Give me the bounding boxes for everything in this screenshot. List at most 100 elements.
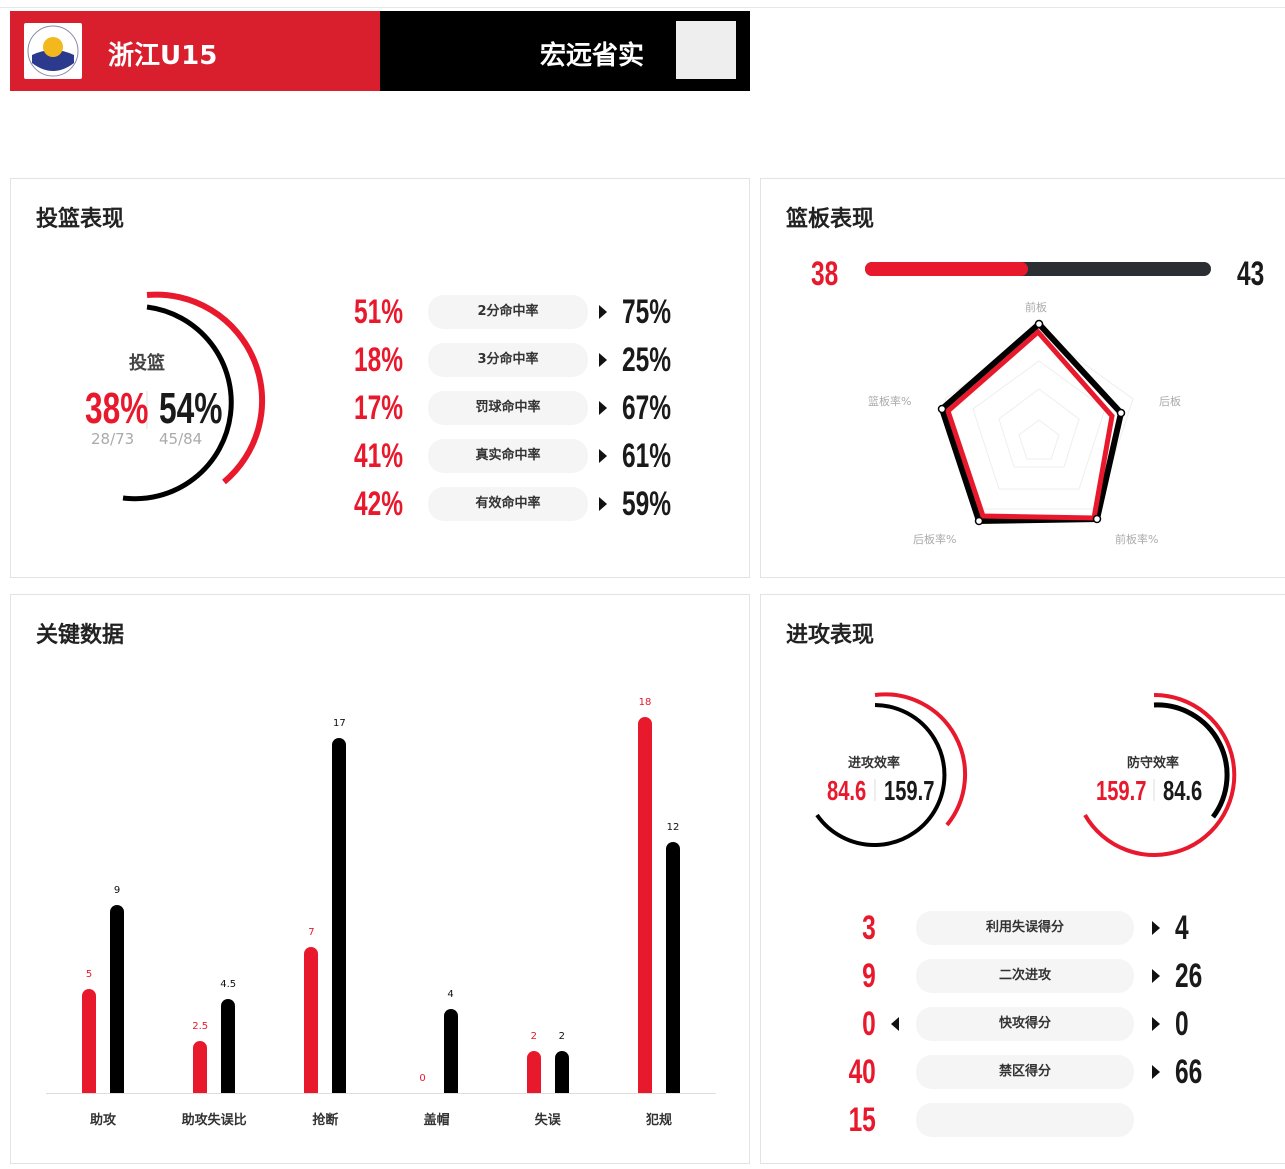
- radar-axis-label: 后板率%: [913, 533, 957, 546]
- bar-away: [221, 998, 236, 1093]
- home-fg-pct: 38%: [85, 384, 149, 433]
- arrow-right-icon: [599, 305, 607, 319]
- arrow-right-icon: [599, 401, 607, 415]
- shooting-card: 投篮表现 投篮 38% 54% 28/73 45/84 51% 2分命中率 75…: [10, 178, 750, 578]
- bar-value-label: 2: [530, 1031, 537, 1043]
- x-tick-label: 失误: [534, 1113, 561, 1128]
- home-stat: 18%: [354, 341, 404, 379]
- home-stat: 51%: [354, 293, 404, 331]
- bar-value-label: 18: [638, 696, 652, 708]
- def-eff-home: 159.7: [1096, 775, 1147, 806]
- home-stat: 42%: [354, 485, 404, 523]
- radar-axis-label: 前板率%: [1115, 533, 1159, 546]
- arrow-right-icon: [1152, 969, 1160, 983]
- offense-card: 进攻表现 进攻效率 84.6 159.7 防守效率 159.7 84.6 3 利…: [760, 594, 1285, 1164]
- home-rebounds: 38: [811, 255, 839, 293]
- bar-away: [110, 904, 124, 1093]
- away-fg-made: 45/84: [159, 430, 203, 448]
- rebound-bar: [865, 262, 1211, 276]
- home-team-panel: 浙江U15: [10, 11, 380, 91]
- arrow-right-icon: [1152, 1065, 1160, 1079]
- stat-label: 真实命中率: [428, 439, 588, 473]
- bar-value-label: 12: [666, 822, 680, 834]
- bar-value-label: 4: [447, 989, 454, 1001]
- away-fg-pct: 54%: [159, 384, 223, 433]
- bar-value-label: 17: [333, 717, 346, 729]
- bar-value-label: 0: [419, 1073, 426, 1084]
- home-team-logo: [24, 23, 82, 79]
- bar-away: [443, 1009, 458, 1093]
- bar-value-label: 2: [558, 1031, 565, 1043]
- radar-axis-label: 篮板率%: [868, 395, 912, 408]
- def-eff-label: 防守效率: [1126, 756, 1179, 771]
- bar-home: [193, 1040, 208, 1093]
- arrow-right-icon: [599, 497, 607, 511]
- stat-label: 利用失误得分: [916, 911, 1134, 945]
- stat-label: 2分命中率: [428, 295, 588, 329]
- key-stats-card: 关键数据 助攻 5 9 助攻失误比 2.5 4.5 抢断 7 17 盖帽 0 4 失误 2 2 犯规 18 12: [10, 594, 750, 1164]
- def-eff-away: 84.6: [1163, 775, 1203, 806]
- bar-home: [638, 716, 652, 1093]
- home-arc: [146, 291, 266, 485]
- bar-away: [554, 1051, 569, 1093]
- x-tick-label: 助攻: [89, 1113, 116, 1128]
- home-fg-made: 28/73: [91, 430, 135, 448]
- away-stat: 67%: [622, 389, 672, 427]
- away-stat: 26: [1175, 957, 1203, 995]
- stat-label: 禁区得分: [916, 1055, 1134, 1089]
- bar-home: [82, 988, 96, 1093]
- efficiency-rings: [815, 692, 1237, 857]
- bar-away: [666, 842, 680, 1093]
- x-tick-label: 犯规: [645, 1113, 672, 1128]
- stat-label: [916, 1103, 1134, 1137]
- bar-value-label: 5: [85, 968, 93, 980]
- radar-axis-label: 后板: [1159, 395, 1181, 408]
- home-stat: 0: [862, 1005, 876, 1043]
- home-stat: 3: [862, 909, 876, 947]
- bar-home: [304, 946, 319, 1093]
- away-stat: 59%: [622, 485, 672, 523]
- card-title: 投篮表现: [36, 207, 125, 232]
- stat-label: 有效命中率: [428, 487, 588, 521]
- home-stat: 40: [848, 1053, 876, 1091]
- away-arc: [122, 304, 234, 502]
- home-radar: [945, 328, 1115, 521]
- chart-baseline: [46, 1093, 716, 1094]
- bar-value-label: 9: [113, 884, 121, 896]
- away-rebounds: 43: [1237, 255, 1265, 293]
- arrow-left-icon: [891, 1017, 899, 1031]
- home-rebound-fill: [865, 262, 1028, 276]
- stat-label: 罚球命中率: [428, 391, 588, 425]
- away-stat: 0: [1175, 1005, 1189, 1043]
- home-stat: 9: [862, 957, 876, 995]
- ring-label: 投篮: [129, 353, 165, 374]
- away-stat: 4: [1175, 909, 1189, 947]
- arrow-right-icon: [599, 353, 607, 367]
- stat-label: 快攻得分: [916, 1007, 1134, 1041]
- bar-home: [526, 1051, 541, 1093]
- off-eff-away: 159.7: [884, 775, 935, 806]
- home-stat: 17%: [354, 389, 404, 427]
- away-team-name: 宏远省实: [540, 41, 645, 71]
- bar-value-label: 2.5: [192, 1020, 209, 1032]
- stat-label: 二次进攻: [916, 959, 1134, 993]
- stat-label: 3分命中率: [428, 343, 588, 377]
- away-stat: 25%: [622, 341, 672, 379]
- away-team-logo: [676, 21, 736, 79]
- home-stat: 41%: [354, 437, 404, 475]
- x-tick-label: 盖帽: [423, 1113, 450, 1128]
- x-tick-label: 助攻失误比: [181, 1113, 247, 1128]
- x-tick-label: 抢断: [312, 1113, 339, 1128]
- rebounds-card: 篮板表现 38 43 前板 后板 前板率% 后板率% 篮板率%: [760, 178, 1285, 578]
- away-stat: 66: [1175, 1053, 1203, 1091]
- bar-value-label: 7: [308, 926, 315, 938]
- bar-away: [332, 737, 347, 1093]
- away-radar: [938, 319, 1125, 525]
- arrow-right-icon: [1152, 1017, 1160, 1031]
- divider: [0, 7, 1285, 8]
- arrow-right-icon: [599, 449, 607, 463]
- rebound-radar: [937, 319, 1134, 526]
- away-stat: 61%: [622, 437, 672, 475]
- card-title: 篮板表现: [786, 207, 875, 232]
- card-title: 进攻表现: [786, 623, 875, 648]
